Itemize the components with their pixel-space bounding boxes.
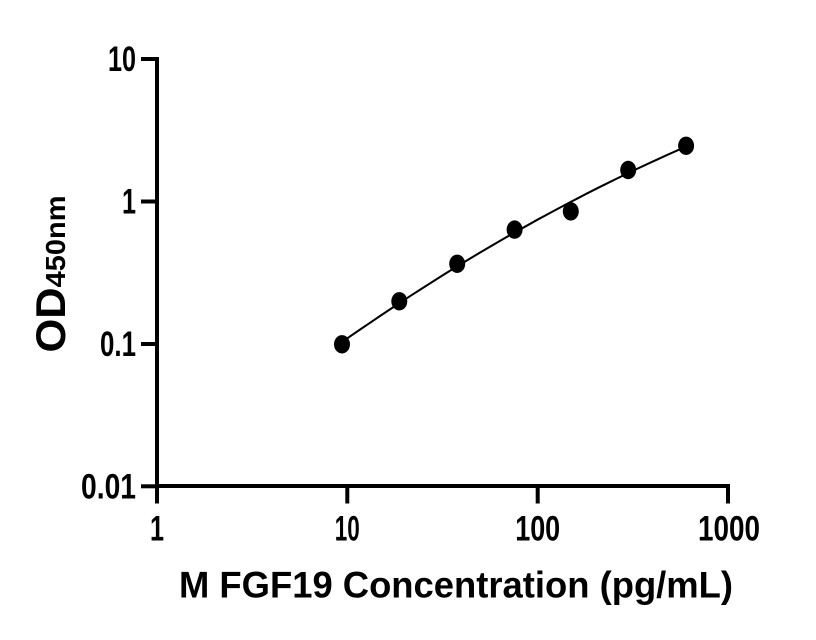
svg-text:100: 100 xyxy=(515,510,560,549)
svg-text:0.01: 0.01 xyxy=(81,467,136,506)
svg-text:1: 1 xyxy=(150,510,164,549)
svg-text:1000: 1000 xyxy=(698,510,760,549)
svg-text:1: 1 xyxy=(122,183,136,222)
svg-text:10: 10 xyxy=(335,510,360,549)
svg-text:M FGF19 Concentration (pg/mL): M FGF19 Concentration (pg/mL) xyxy=(179,564,733,605)
svg-text:10: 10 xyxy=(108,40,136,79)
svg-text:0.1: 0.1 xyxy=(100,325,136,364)
